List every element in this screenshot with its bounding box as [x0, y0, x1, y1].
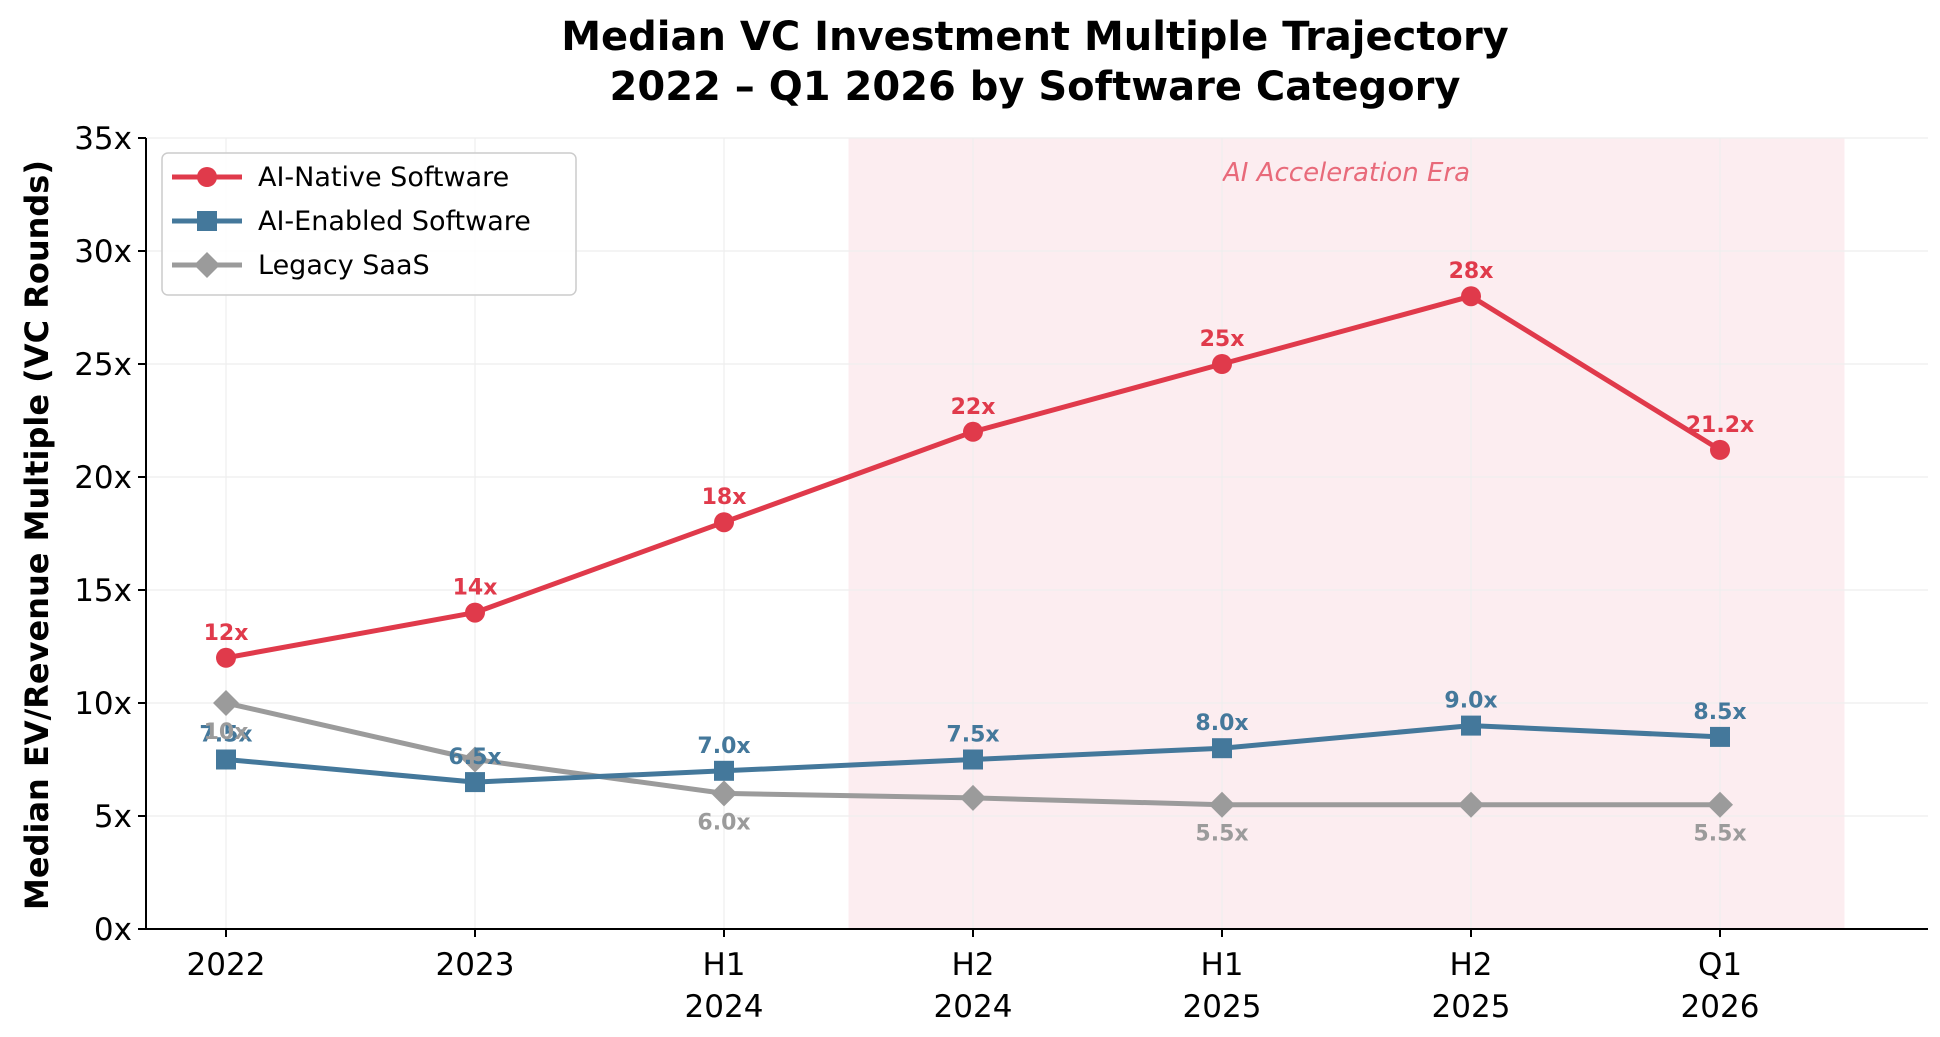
legend-label-ai-enabled-software: AI-Enabled Software [258, 206, 531, 237]
data-point-ai-native-software [1212, 354, 1232, 374]
legend: AI-Native Software AI-Enabled Software Leg… [161, 152, 577, 296]
x-tick-label: 2025 [1432, 989, 1511, 1025]
x-tick-label: 2024 [685, 989, 764, 1025]
x-tick-label: 2025 [1183, 989, 1262, 1025]
data-point-ai-enabled-software [1212, 738, 1232, 759]
data-label-ai-enabled-software: 7.0x [697, 734, 750, 759]
data-point-legacy-saas [1707, 791, 1733, 818]
data-point-legacy-saas [1458, 791, 1484, 818]
x-tick-label: H2 [951, 947, 994, 983]
x-tick-label: 2026 [1681, 989, 1760, 1025]
data-label-ai-enabled-software: 8.0x [1195, 711, 1248, 736]
x-tick-label: Q1 [1698, 947, 1742, 983]
y-tick-label: 10x [74, 686, 132, 722]
data-point-legacy-saas [960, 784, 986, 811]
data-label-ai-native-software: 21.2x [1686, 413, 1754, 438]
data-point-ai-native-software [1461, 286, 1481, 307]
legend-label-ai-native-software: AI-Native Software [258, 162, 509, 193]
data-label-ai-native-software: 14x [453, 576, 498, 601]
data-point-ai-enabled-software [465, 772, 485, 793]
data-point-ai-enabled-software [1710, 726, 1730, 747]
legend-label-legacy-saas: Legacy SaaS [258, 250, 430, 281]
y-axis-label: Median EV/Revenue Multiple (VC Rounds) [18, 160, 56, 910]
legend-marker-ai-enabled-software [197, 211, 217, 231]
data-point-legacy-saas [213, 690, 239, 716]
data-point-ai-enabled-software [963, 749, 983, 770]
legend-marker-legacy-saas [194, 252, 220, 278]
data-label-legacy-saas: 5.5x [1195, 822, 1248, 847]
x-tick-label: H1 [1200, 947, 1243, 983]
data-label-legacy-saas: 5.5x [1693, 822, 1746, 847]
data-point-legacy-saas [1209, 791, 1235, 818]
shaded-region: AI Acceleration Era [848, 138, 1845, 929]
data-point-ai-enabled-software [714, 760, 734, 781]
data-label-ai-native-software: 28x [1449, 259, 1494, 284]
chart-title-line2: 2022 – Q1 2026 by Software Category [610, 64, 1461, 110]
era-label: AI Acceleration Era [1221, 158, 1470, 188]
data-label-ai-native-software: 25x [1200, 327, 1245, 352]
data-label-ai-enabled-software: 9.0x [1444, 689, 1497, 714]
series-layer [213, 286, 1733, 818]
data-label-ai-enabled-software: 7.5x [946, 723, 999, 748]
data-point-ai-native-software [963, 421, 983, 442]
y-tick-label: 5x [94, 799, 132, 835]
legend-box [161, 152, 577, 296]
data-point-ai-native-software [1710, 439, 1730, 460]
x-tick-label: 2022 [187, 947, 266, 983]
data-point-ai-native-software [465, 602, 485, 623]
data-point-ai-native-software [714, 512, 734, 533]
data-label-legacy-saas: 10x [204, 720, 249, 745]
axes: 0x 5x 10x 15x 20x 25x 30x 35x 2022 2023 H1 2024 H2 20… [74, 121, 1928, 1025]
data-label-legacy-saas: 6.0x [697, 810, 750, 835]
era-shade-rect [848, 138, 1845, 929]
data-label-ai-enabled-software: 8.5x [1693, 700, 1746, 725]
x-tick-label: H1 [702, 947, 745, 983]
data-label-ai-enabled-software: 7.5x [199, 723, 252, 748]
data-label-ai-native-software: 18x [702, 485, 747, 510]
data-label-ai-enabled-software: 6.5x [448, 745, 501, 770]
data-labels: 12x 14x 18x 22x 25x 28x 21.2x 7.5x 6.5x 7.0x 7.5x 8… [199, 259, 1754, 847]
x-tick-label: 2024 [934, 989, 1013, 1025]
y-tick-label: 0x [94, 912, 132, 948]
y-tick-label: 35x [74, 121, 132, 157]
chart-title-line1: Median VC Investment Multiple Trajectory [561, 14, 1509, 60]
data-point-ai-native-software [216, 647, 236, 668]
data-label-ai-native-software: 12x [204, 621, 249, 646]
y-tick-label: 20x [74, 460, 132, 496]
legend-marker-ai-native-software [197, 167, 217, 187]
data-point-legacy-saas [462, 746, 488, 773]
data-point-ai-enabled-software [216, 749, 236, 770]
y-tick-label: 15x [74, 573, 132, 609]
data-point-legacy-saas [711, 780, 737, 807]
y-tick-label: 30x [74, 234, 132, 270]
x-tick-label: 2023 [436, 947, 515, 983]
data-label-ai-native-software: 22x [951, 395, 996, 420]
data-point-ai-enabled-software [1461, 715, 1481, 736]
y-tick-label: 25x [74, 347, 132, 383]
x-tick-label: H2 [1449, 947, 1492, 983]
